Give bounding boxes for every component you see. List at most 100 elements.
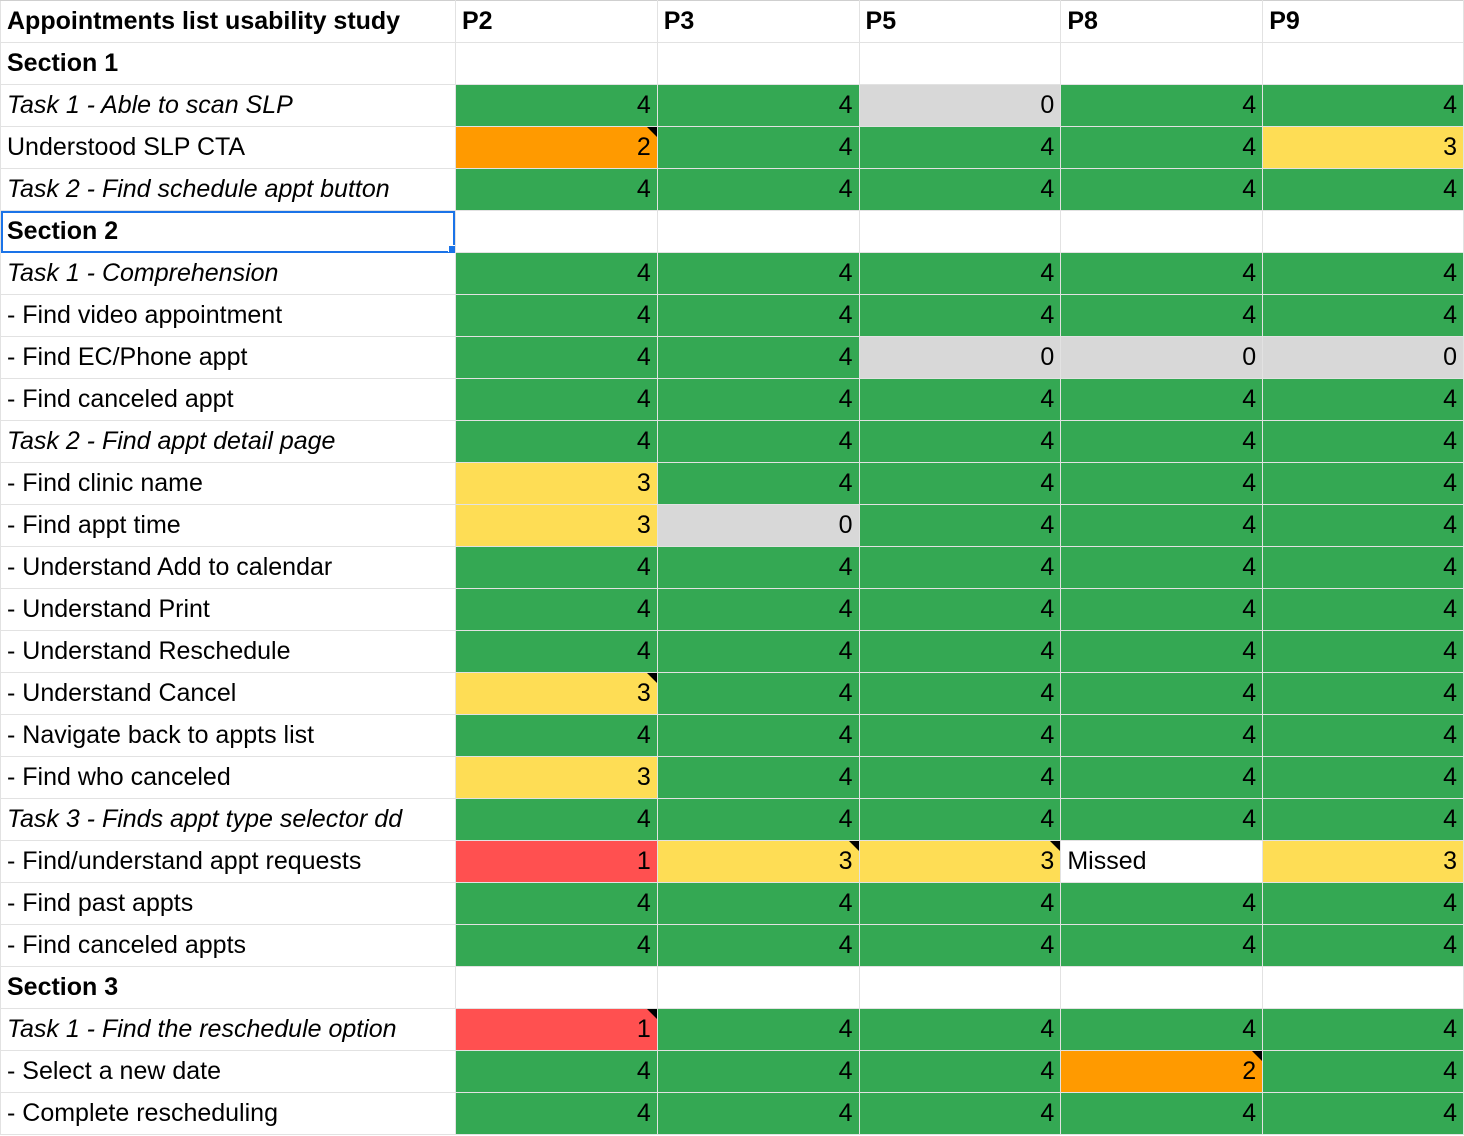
score-cell[interactable]: 4 xyxy=(1060,630,1264,673)
task-label-cell[interactable]: - Find EC/Phone appt xyxy=(0,336,456,379)
score-cell[interactable]: 4 xyxy=(858,924,1062,967)
score-cell[interactable]: 4 xyxy=(1060,882,1264,925)
task-label-cell[interactable]: - Find past appts xyxy=(0,882,456,925)
score-cell[interactable]: 0 xyxy=(858,336,1062,379)
score-cell[interactable]: 4 xyxy=(1262,546,1464,589)
task-label-cell[interactable]: - Complete rescheduling xyxy=(0,1092,456,1135)
task-label-cell[interactable]: - Find who canceled xyxy=(0,756,456,799)
text-cell[interactable]: Missed xyxy=(1060,840,1264,883)
score-cell[interactable]: 4 xyxy=(1060,504,1264,547)
score-cell[interactable]: 3 xyxy=(858,840,1062,883)
score-cell[interactable]: 4 xyxy=(656,420,860,463)
score-cell[interactable]: 4 xyxy=(454,336,658,379)
score-cell[interactable]: 4 xyxy=(858,420,1062,463)
task-label-cell[interactable]: - Navigate back to appts list xyxy=(0,714,456,757)
score-cell[interactable]: 4 xyxy=(1262,378,1464,421)
score-cell[interactable]: 3 xyxy=(454,672,658,715)
task-label-cell[interactable]: - Find clinic name xyxy=(0,462,456,505)
score-cell[interactable]: 0 xyxy=(1060,336,1264,379)
score-cell[interactable]: 4 xyxy=(656,714,860,757)
score-cell[interactable]: 4 xyxy=(656,798,860,841)
empty-cell[interactable] xyxy=(1060,210,1264,253)
score-cell[interactable]: 4 xyxy=(656,1008,860,1051)
score-cell[interactable]: 4 xyxy=(454,588,658,631)
sheet-title-cell[interactable]: Appointments list usability study xyxy=(0,0,456,43)
score-cell[interactable]: 4 xyxy=(1060,756,1264,799)
score-cell[interactable]: 4 xyxy=(454,1050,658,1093)
score-cell[interactable]: 4 xyxy=(656,1092,860,1135)
score-cell[interactable]: 4 xyxy=(1262,504,1464,547)
score-cell[interactable]: 4 xyxy=(1060,420,1264,463)
score-cell[interactable]: 4 xyxy=(858,126,1062,169)
score-cell[interactable]: 4 xyxy=(1060,168,1264,211)
participant-header-cell[interactable]: P8 xyxy=(1060,0,1264,43)
empty-cell[interactable] xyxy=(454,210,658,253)
participant-header-cell[interactable]: P2 xyxy=(454,0,658,43)
task-label-cell[interactable]: Task 2 - Find appt detail page xyxy=(0,420,456,463)
score-cell[interactable]: 4 xyxy=(858,252,1062,295)
empty-cell[interactable] xyxy=(858,42,1062,85)
score-cell[interactable]: 4 xyxy=(1060,126,1264,169)
score-cell[interactable]: 4 xyxy=(858,504,1062,547)
score-cell[interactable]: 4 xyxy=(858,1092,1062,1135)
empty-cell[interactable] xyxy=(1262,966,1464,1009)
score-cell[interactable]: 4 xyxy=(454,420,658,463)
score-cell[interactable]: 4 xyxy=(1262,294,1464,337)
participant-header-cell[interactable]: P9 xyxy=(1262,0,1464,43)
score-cell[interactable]: 4 xyxy=(656,546,860,589)
score-cell[interactable]: 3 xyxy=(454,504,658,547)
score-cell[interactable]: 4 xyxy=(656,672,860,715)
score-cell[interactable]: 4 xyxy=(858,168,1062,211)
task-label-cell[interactable]: - Find appt time xyxy=(0,504,456,547)
score-cell[interactable]: 4 xyxy=(858,1050,1062,1093)
section-label-cell[interactable]: Section 2 xyxy=(0,210,456,253)
participant-header-cell[interactable]: P5 xyxy=(858,0,1062,43)
score-cell[interactable]: 4 xyxy=(858,672,1062,715)
task-label-cell[interactable]: Task 2 - Find schedule appt button xyxy=(0,168,456,211)
score-cell[interactable]: 4 xyxy=(1060,546,1264,589)
score-cell[interactable]: 4 xyxy=(1060,924,1264,967)
score-cell[interactable]: 4 xyxy=(858,798,1062,841)
score-cell[interactable]: 4 xyxy=(454,714,658,757)
task-label-cell[interactable]: - Find canceled appts xyxy=(0,924,456,967)
score-cell[interactable]: 4 xyxy=(858,630,1062,673)
score-cell[interactable]: 4 xyxy=(1060,378,1264,421)
score-cell[interactable]: 4 xyxy=(656,336,860,379)
score-cell[interactable]: 4 xyxy=(656,168,860,211)
score-cell[interactable]: 4 xyxy=(858,546,1062,589)
selection-fill-handle[interactable] xyxy=(447,245,455,252)
score-cell[interactable]: 4 xyxy=(656,756,860,799)
score-cell[interactable]: 4 xyxy=(858,1008,1062,1051)
score-cell[interactable]: 4 xyxy=(454,1092,658,1135)
score-cell[interactable]: 4 xyxy=(454,630,658,673)
score-cell[interactable]: 4 xyxy=(656,882,860,925)
score-cell[interactable]: 4 xyxy=(1262,714,1464,757)
empty-cell[interactable] xyxy=(1262,42,1464,85)
score-cell[interactable]: 4 xyxy=(454,882,658,925)
score-cell[interactable]: 4 xyxy=(1262,630,1464,673)
task-label-cell[interactable]: Task 1 - Able to scan SLP xyxy=(0,84,456,127)
task-label-cell[interactable]: Task 1 - Find the reschedule option xyxy=(0,1008,456,1051)
empty-cell[interactable] xyxy=(1060,966,1264,1009)
task-label-cell[interactable]: Task 1 - Comprehension xyxy=(0,252,456,295)
empty-cell[interactable] xyxy=(858,210,1062,253)
score-cell[interactable]: 4 xyxy=(454,252,658,295)
score-cell[interactable]: 4 xyxy=(454,168,658,211)
score-cell[interactable]: 2 xyxy=(454,126,658,169)
score-cell[interactable]: 4 xyxy=(1262,756,1464,799)
score-cell[interactable]: 4 xyxy=(1262,462,1464,505)
task-label-cell[interactable]: - Select a new date xyxy=(0,1050,456,1093)
score-cell[interactable]: 4 xyxy=(1060,84,1264,127)
participant-header-cell[interactable]: P3 xyxy=(656,0,860,43)
score-cell[interactable]: 4 xyxy=(454,84,658,127)
score-cell[interactable]: 4 xyxy=(1060,588,1264,631)
score-cell[interactable]: 4 xyxy=(1262,84,1464,127)
task-label-cell[interactable]: - Find video appointment xyxy=(0,294,456,337)
score-cell[interactable]: 4 xyxy=(656,1050,860,1093)
score-cell[interactable]: 0 xyxy=(1262,336,1464,379)
score-cell[interactable]: 4 xyxy=(858,714,1062,757)
empty-cell[interactable] xyxy=(1060,42,1264,85)
score-cell[interactable]: 4 xyxy=(858,462,1062,505)
task-label-cell[interactable]: - Understand Reschedule xyxy=(0,630,456,673)
score-cell[interactable]: 4 xyxy=(1060,462,1264,505)
